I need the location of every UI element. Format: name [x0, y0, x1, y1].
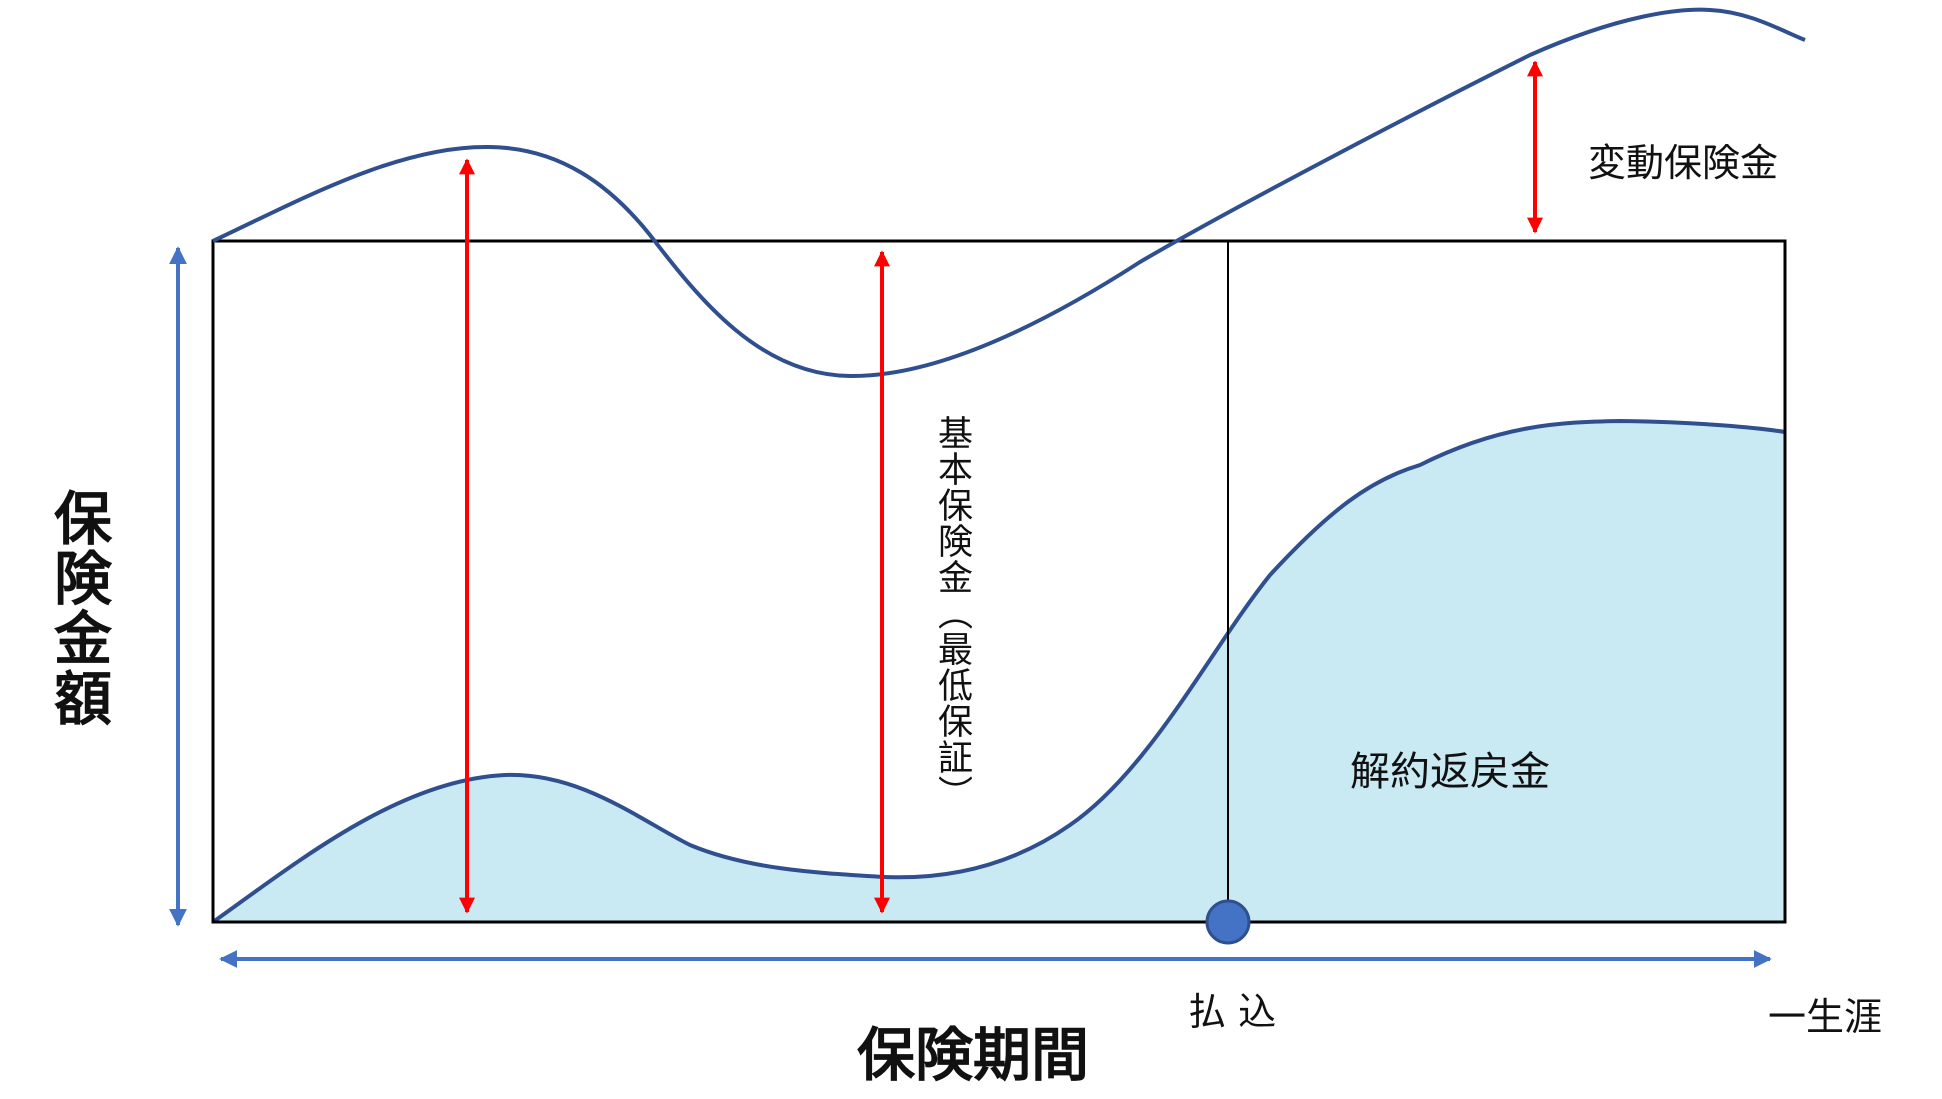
- basic-benefit-frame: [211, 239, 1787, 924]
- variable-benefit-label: 変動保険金: [1588, 141, 1778, 185]
- payment-marker: [1205, 899, 1251, 945]
- surrender-value-curve: [211, 418, 1786, 924]
- x-axis-title: 保険期間: [857, 1021, 1089, 1089]
- y-axis-title: 保険金額: [44, 488, 112, 728]
- variable-benefit-curve: [212, 7, 1806, 379]
- whole-life-label: 一生涯: [1768, 995, 1882, 1039]
- basic-benefit-label: 基本保険金（最低保証）: [932, 415, 973, 811]
- payment-label: 払 込: [1188, 990, 1276, 1034]
- surrender-value-area: [213, 421, 1785, 922]
- surrender-value-label: 解約返戻金: [1350, 749, 1550, 795]
